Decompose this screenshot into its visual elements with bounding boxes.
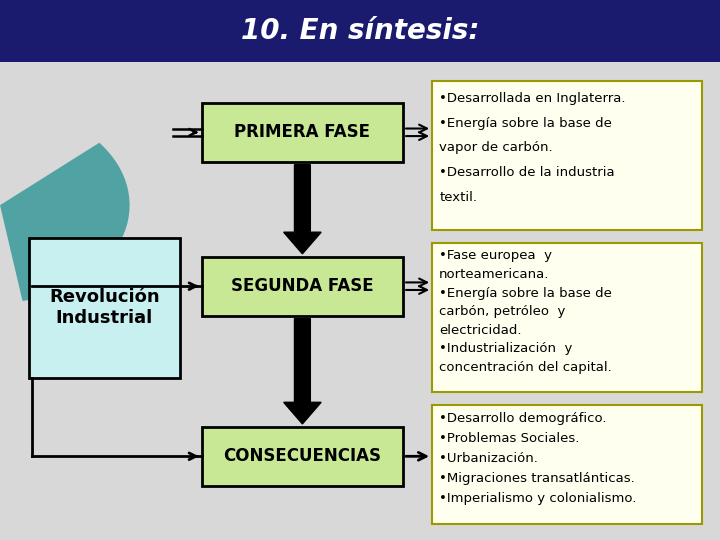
Text: vapor de carbón.: vapor de carbón. (439, 141, 553, 154)
FancyBboxPatch shape (202, 427, 403, 486)
FancyBboxPatch shape (432, 81, 702, 230)
Text: •Imperialismo y colonialismo.: •Imperialismo y colonialismo. (439, 491, 636, 504)
Text: electricidad.: electricidad. (439, 324, 522, 337)
Text: concentración del capital.: concentración del capital. (439, 361, 612, 374)
Text: •Desarrollada en Inglaterra.: •Desarrollada en Inglaterra. (439, 92, 626, 105)
Text: •Desarrollo de la industria: •Desarrollo de la industria (439, 166, 615, 179)
Text: •Migraciones transatlánticas.: •Migraciones transatlánticas. (439, 472, 635, 485)
Text: •Energía sobre la base de: •Energía sobre la base de (439, 117, 612, 130)
Text: norteamericana.: norteamericana. (439, 268, 549, 281)
Text: •Urbanización.: •Urbanización. (439, 452, 538, 465)
FancyBboxPatch shape (432, 405, 702, 524)
Text: •Problemas Sociales.: •Problemas Sociales. (439, 432, 580, 445)
Text: •Fase europea  y: •Fase europea y (439, 249, 552, 262)
Text: •Desarrollo demográfico.: •Desarrollo demográfico. (439, 413, 607, 426)
FancyArrow shape (284, 165, 321, 254)
Text: textil.: textil. (439, 191, 477, 204)
Text: SEGUNDA FASE: SEGUNDA FASE (231, 277, 374, 295)
FancyBboxPatch shape (0, 0, 720, 62)
Wedge shape (0, 143, 130, 301)
FancyBboxPatch shape (202, 103, 403, 162)
Text: PRIMERA FASE: PRIMERA FASE (235, 123, 370, 141)
Text: carbón, petróleo  y: carbón, petróleo y (439, 305, 566, 318)
Text: CONSECUENCIAS: CONSECUENCIAS (223, 447, 382, 465)
FancyBboxPatch shape (29, 238, 180, 378)
FancyBboxPatch shape (432, 243, 702, 392)
Text: •Energía sobre la base de: •Energía sobre la base de (439, 287, 612, 300)
FancyBboxPatch shape (202, 256, 403, 316)
Text: 10. En síntesis:: 10. En síntesis: (240, 17, 480, 45)
Text: Revolución
Industrial: Revolución Industrial (49, 288, 160, 327)
Text: •Industrialización  y: •Industrialización y (439, 342, 572, 355)
FancyArrow shape (284, 319, 321, 424)
